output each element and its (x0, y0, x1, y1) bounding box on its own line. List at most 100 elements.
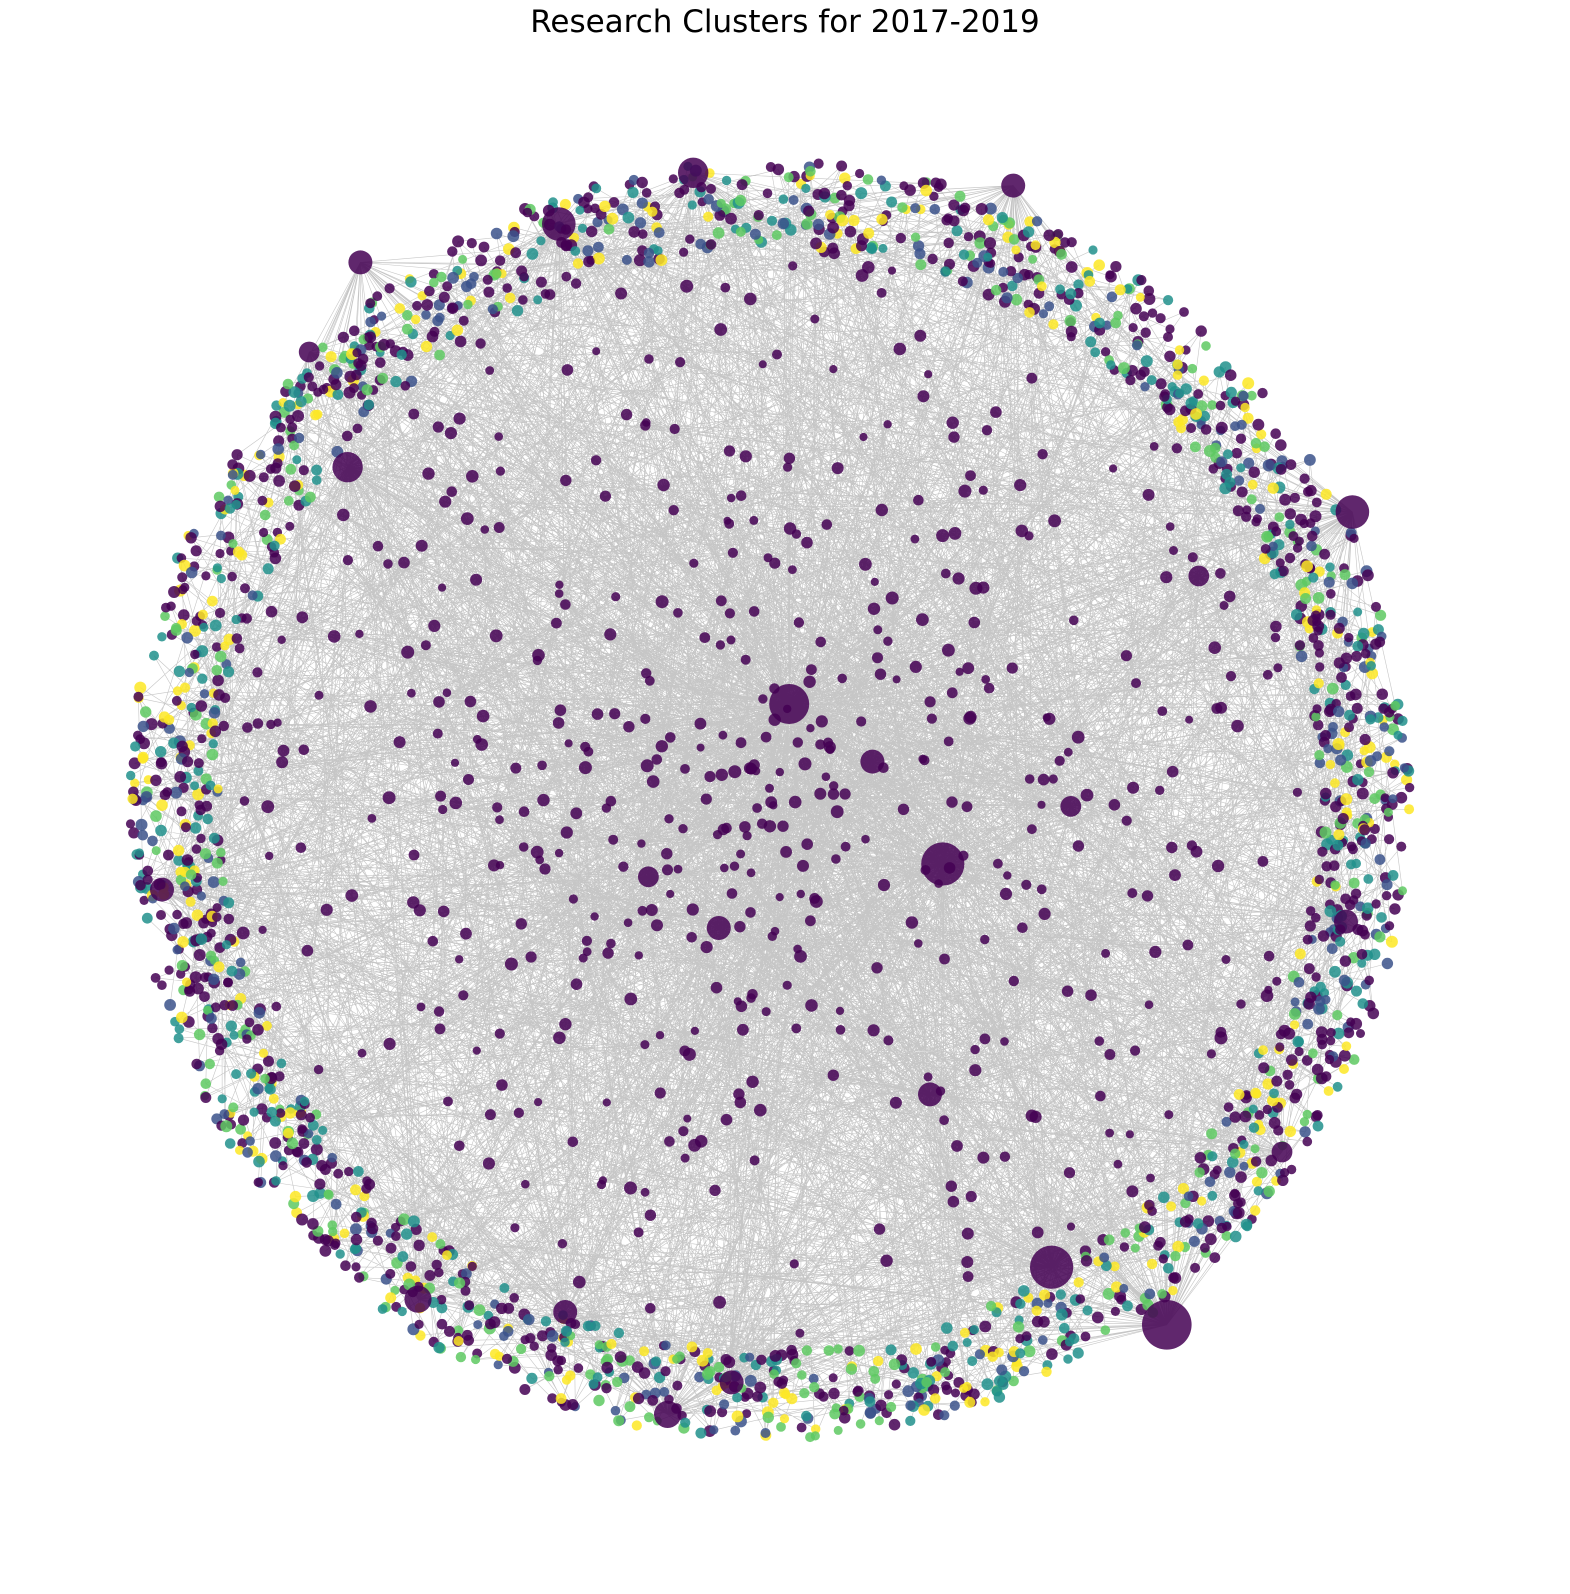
network-node (184, 985, 194, 995)
network-node (319, 1164, 331, 1175)
network-node (559, 1017, 572, 1031)
hub-node-hub-n (860, 749, 885, 774)
network-node (546, 1330, 559, 1342)
network-node (704, 1366, 716, 1378)
network-node (402, 310, 413, 321)
network-node (488, 859, 500, 872)
network-node (307, 381, 318, 392)
network-node (996, 1364, 1008, 1376)
network-node (1348, 1054, 1360, 1065)
network-node (489, 629, 503, 643)
network-node (133, 691, 144, 702)
network-node (904, 184, 916, 196)
network-node (1231, 447, 1243, 459)
network-node (412, 300, 422, 311)
network-node (840, 841, 851, 852)
network-node (201, 571, 211, 581)
network-node (1324, 705, 1336, 718)
network-node (1384, 921, 1395, 931)
network-node (1221, 1116, 1232, 1127)
network-node (435, 1239, 446, 1249)
network-node (394, 303, 406, 314)
network-node (827, 788, 840, 800)
network-node (921, 1377, 932, 1388)
network-node (573, 1275, 586, 1289)
network-node (413, 1239, 425, 1252)
network-node (1359, 824, 1371, 836)
network-node (265, 851, 274, 861)
network-node (214, 650, 227, 663)
network-node (1031, 1226, 1044, 1239)
network-node (1399, 763, 1409, 773)
network-node (948, 527, 962, 540)
network-node (1326, 1027, 1336, 1038)
network-node (1262, 1104, 1273, 1115)
network-node (237, 1114, 250, 1126)
network-node (252, 718, 264, 729)
network-node (863, 227, 875, 239)
network-node (1315, 662, 1325, 672)
network-node (1031, 1305, 1042, 1316)
network-node (848, 214, 860, 227)
network-node (168, 586, 181, 598)
network-node (466, 470, 479, 483)
network-node (835, 1025, 846, 1035)
network-node (1375, 609, 1387, 621)
network-node (553, 1365, 563, 1375)
network-node (1164, 1110, 1174, 1120)
network-node (231, 1069, 242, 1080)
network-node (1321, 861, 1332, 872)
network-node (623, 721, 635, 733)
network-node (745, 907, 756, 918)
network-node (1282, 1069, 1293, 1081)
network-node (453, 1336, 464, 1346)
network-node (665, 732, 676, 743)
network-node (791, 1023, 802, 1034)
network-node (1277, 1174, 1289, 1187)
network-node (599, 200, 611, 212)
network-node (1136, 275, 1147, 286)
network-node (1381, 957, 1394, 970)
network-node (1311, 912, 1321, 923)
network-node (1182, 939, 1194, 951)
network-node (948, 199, 960, 211)
network-node (1143, 285, 1155, 297)
network-node (1036, 884, 1047, 895)
network-node (929, 191, 939, 201)
network-node (1321, 1071, 1332, 1082)
network-node (918, 1404, 930, 1416)
network-node (1243, 457, 1255, 469)
network-node (276, 422, 286, 433)
network-node (1344, 722, 1354, 733)
network-node (783, 452, 796, 464)
network-node (805, 915, 816, 927)
network-node (640, 420, 651, 431)
network-node (991, 1386, 1002, 1397)
hub-node-hub-f (542, 207, 576, 241)
network-node (383, 1037, 396, 1050)
network-node (361, 384, 373, 396)
network-node (330, 1198, 342, 1210)
network-node (544, 1371, 555, 1382)
network-node (640, 713, 651, 725)
network-node (1209, 1252, 1221, 1263)
network-node (195, 700, 208, 712)
network-node (1131, 678, 1141, 689)
network-node (1272, 976, 1282, 986)
network-node (1103, 1234, 1115, 1246)
network-node (1187, 552, 1198, 563)
network-node (1127, 888, 1138, 899)
network-node (289, 440, 299, 451)
network-node (422, 467, 435, 480)
network-node (573, 1363, 584, 1373)
network-node (178, 609, 190, 621)
network-node (214, 500, 226, 512)
network-node (772, 163, 785, 176)
network-node (683, 1114, 692, 1123)
network-node (929, 204, 941, 215)
network-node (1030, 240, 1041, 251)
network-node (314, 361, 325, 371)
network-node (282, 378, 294, 390)
network-node (1155, 378, 1167, 390)
network-node (1357, 627, 1370, 640)
